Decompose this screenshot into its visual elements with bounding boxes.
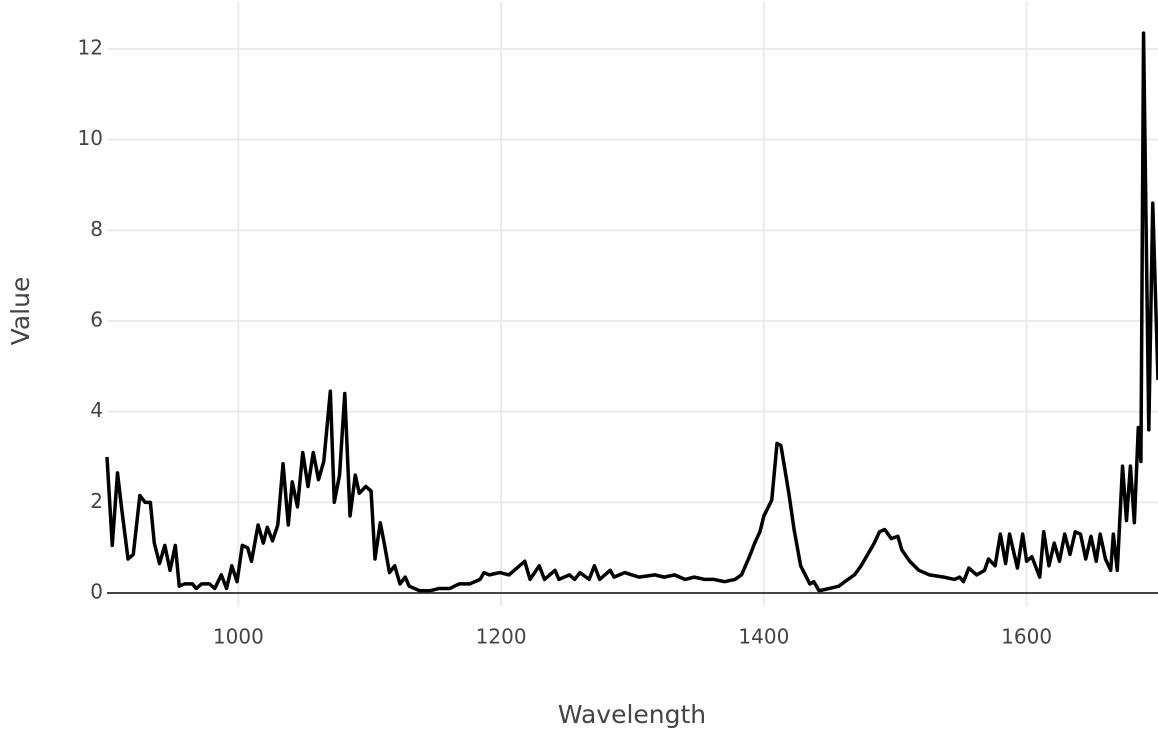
y-tick-label: 10 (78, 126, 103, 150)
x-tick-label: 1200 (476, 625, 527, 649)
y-tick-label: 12 (78, 36, 103, 60)
y-tick-label: 2 (90, 489, 103, 513)
x-tick-label: 1600 (1001, 625, 1052, 649)
y-tick-label: 0 (90, 580, 103, 604)
x-tick-label: 1000 (213, 625, 264, 649)
x-axis-title: Wavelength (558, 700, 706, 729)
x-tick-label: 1400 (738, 625, 789, 649)
y-axis-title: Value (6, 277, 35, 346)
data-line (105, 31, 1158, 593)
y-tick-label: 6 (90, 308, 103, 332)
y-tick-label: 4 (90, 398, 103, 422)
y-tick-label: 8 (90, 217, 103, 241)
